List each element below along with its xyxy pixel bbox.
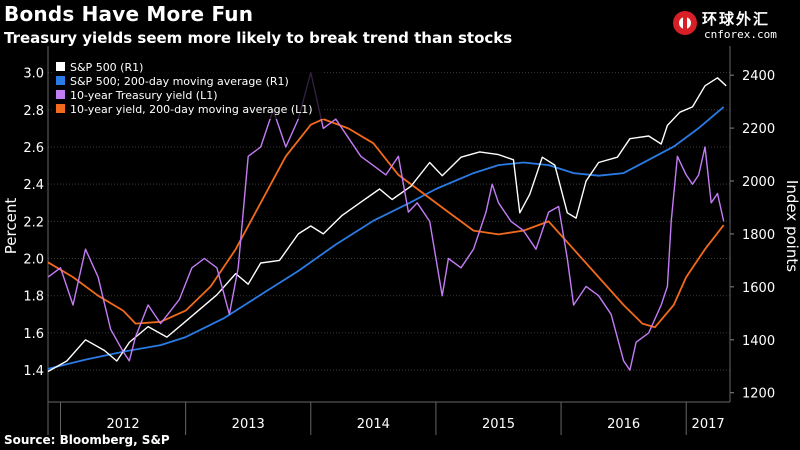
legend-label: S&P 500; 200-day moving average (R1) — [70, 75, 289, 88]
y-left-tick-label: 2.6 — [23, 141, 44, 156]
y-right-tick-label: 1200 — [742, 387, 775, 402]
y-left-tick-label: 2.0 — [23, 253, 44, 268]
logo-domain-text: cnforex.com — [704, 28, 777, 41]
y-right-tick-label: 2400 — [742, 69, 775, 84]
legend-label: 10-year Treasury yield (L1) — [70, 89, 218, 102]
x-tick-label: 2016 — [607, 417, 640, 432]
yield-ma-line — [47, 118, 725, 329]
legend-swatch — [56, 104, 65, 113]
x-tick-label: 2014 — [357, 417, 390, 432]
y-right-axis-title: Index points — [783, 180, 800, 272]
x-tick-label: 2013 — [232, 417, 265, 432]
source-note: Source: Bloomberg, S&P — [4, 433, 170, 447]
legend-swatch — [56, 76, 65, 85]
y-right-tick-label: 1800 — [742, 228, 775, 243]
cnforex-logo-icon — [673, 11, 697, 35]
y-left-tick-label: 2.8 — [23, 104, 44, 119]
sp500-ma-line — [47, 106, 725, 370]
chart-subtitle: Treasury yields seem more likely to brea… — [4, 29, 513, 47]
y-right-tick-label: 1400 — [742, 334, 775, 349]
x-tick-label: 2012 — [107, 417, 140, 432]
axes: 1.4 1.6 1.8 2.0 2.2 2.4 2.6 2.8 3.0 1200 1400 1600 1… — [2, 46, 800, 435]
y-left-tick-label: 1.8 — [23, 290, 44, 305]
x-tick-label: 2015 — [482, 417, 515, 432]
legend-label: 10-year yield, 200-day moving average (L… — [70, 103, 313, 116]
chart-title: Bonds Have More Fun — [4, 2, 254, 26]
legend-swatch — [56, 90, 65, 99]
legend-label: S&P 500 (R1) — [70, 61, 143, 74]
y-right-tick-label: 2000 — [742, 175, 775, 190]
y-right-tick-label: 1600 — [742, 281, 775, 296]
sp500-line — [47, 77, 727, 373]
series-lines — [47, 71, 727, 373]
y-left-tick-label: 3.0 — [23, 67, 44, 82]
legend: S&P 500 (R1)S&P 500; 200-day moving aver… — [52, 57, 324, 119]
yield-line — [47, 71, 725, 371]
legend-swatch — [56, 62, 65, 71]
y-left-tick-label: 1.4 — [23, 364, 44, 379]
y-left-tick-label: 2.2 — [23, 215, 44, 230]
logo[interactable]: 环球外汇 cnforex.com — [672, 6, 798, 48]
y-left-axis-title: Percent — [2, 198, 20, 255]
y-right-tick-label: 2200 — [742, 122, 775, 137]
logo-chinese-text: 环球外汇 — [702, 10, 771, 28]
y-left-tick-label: 1.6 — [23, 327, 44, 342]
y-left-tick-label: 2.4 — [23, 178, 44, 193]
legend-box — [52, 57, 324, 119]
x-tick-label: 2017 — [692, 417, 725, 432]
